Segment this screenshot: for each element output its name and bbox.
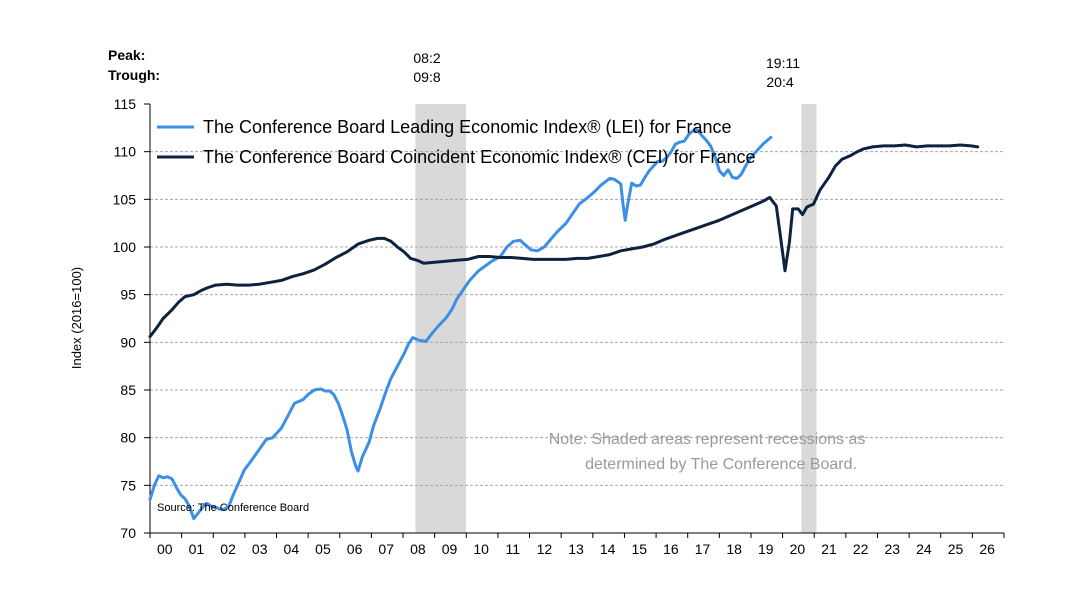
trough-label: Trough: [108, 67, 160, 83]
series-line-lei [148, 128, 773, 521]
x-tick-label-12: 12 [537, 541, 553, 557]
x-tick-label-04: 04 [284, 541, 300, 557]
y-tick-label-70: 70 [120, 525, 136, 541]
x-tick-label-09: 09 [442, 541, 458, 557]
y-tick-label-90: 90 [120, 334, 136, 350]
x-tick-label-13: 13 [568, 541, 584, 557]
x-tick-label-01: 01 [189, 541, 205, 557]
axes: 70 75 80 85 90 95 100 105 110 115 00 01 02 03 04 05 06 07… [113, 96, 1005, 557]
recession-1-peak: 08:2 [413, 50, 440, 66]
recession-2-trough: 20:4 [766, 74, 793, 90]
x-tick-label-07: 07 [378, 541, 394, 557]
y-tick-label-115: 115 [114, 96, 137, 112]
x-tick-label-17: 17 [695, 541, 711, 557]
y-tick-label-95: 95 [120, 287, 136, 303]
recession-2-peak: 19:11 [766, 55, 800, 71]
source-note: Source: The Conference Board [157, 502, 309, 514]
x-tick-label-15: 15 [631, 541, 647, 557]
x-tick-label-08: 08 [410, 541, 426, 557]
x-tick-label-02: 02 [220, 541, 236, 557]
note-line-1: Note: Shaded areas represent recessions … [549, 431, 866, 448]
y-tick-label-105: 105 [113, 191, 137, 207]
recession-band-1 [415, 104, 466, 533]
legend-label-cei: The Conference Board Coincident Economic… [203, 147, 756, 167]
x-tick-label-16: 16 [663, 541, 679, 557]
x-tick-label-00: 00 [157, 541, 173, 557]
series-lines [148, 128, 980, 521]
x-tick-label-10: 10 [473, 541, 489, 557]
x-tick-label-22: 22 [853, 541, 869, 557]
x-tick-label-24: 24 [916, 541, 932, 557]
recession-1-trough: 09:8 [413, 69, 440, 85]
x-tick-label-26: 26 [979, 541, 995, 557]
legend-label-lei: The Conference Board Leading Economic In… [203, 117, 732, 137]
x-tick-label-23: 23 [885, 541, 901, 557]
y-tick-label-110: 110 [114, 144, 137, 160]
x-tick-label-05: 05 [315, 541, 331, 557]
x-tick-label-11: 11 [505, 541, 520, 557]
peak-label: Peak: [108, 47, 145, 63]
note-line-2: determined by The Conference Board. [585, 456, 857, 473]
x-tick-label-20: 20 [790, 541, 806, 557]
y-tick-label-80: 80 [120, 430, 136, 446]
y-axis-label: Index (2016=100) [69, 267, 84, 369]
x-tick-label-19: 19 [758, 541, 774, 557]
x-tick-label-25: 25 [948, 541, 964, 557]
recession-shading [415, 104, 817, 533]
legend: The Conference Board Leading Economic In… [157, 117, 756, 167]
x-tick-label-18: 18 [726, 541, 742, 557]
x-tick-label-21: 21 [821, 541, 837, 557]
y-tick-label-100: 100 [113, 239, 137, 255]
y-tick-label-85: 85 [120, 382, 136, 398]
x-tick-label-03: 03 [252, 541, 268, 557]
x-tick-label-06: 06 [347, 541, 363, 557]
y-tick-label-75: 75 [120, 477, 136, 493]
gridlines [150, 151, 1004, 486]
x-tick-label-14: 14 [600, 541, 616, 557]
series-line-cei [148, 143, 980, 339]
